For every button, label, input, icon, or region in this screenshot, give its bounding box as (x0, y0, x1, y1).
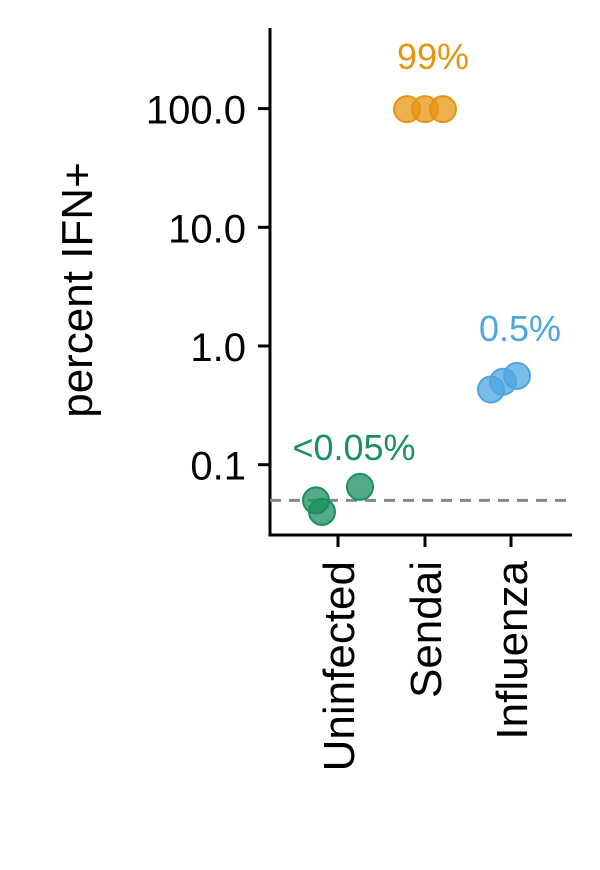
y-tick-label: 1.0 (190, 326, 246, 370)
y-tick-label: 100.0 (146, 89, 246, 133)
x-axis-ticks: Uninfected Sendai Influenza (315, 535, 537, 771)
x-tick-label: Uninfected (315, 561, 364, 771)
data-point (429, 95, 457, 124)
x-tick-label: Sendai (402, 561, 451, 698)
annotation-label: <0.05% (292, 427, 415, 468)
y-tick-label: 10.0 (168, 207, 246, 251)
data-points (302, 95, 531, 526)
data-point (503, 361, 531, 390)
annotation-label: 99% (397, 36, 469, 77)
annotation-label: 0.5% (479, 308, 561, 349)
x-tick-label: Influenza (488, 560, 537, 739)
y-tick-label: 0.1 (190, 445, 246, 489)
data-point (346, 472, 374, 501)
plot-area (268, 28, 572, 537)
annotations: <0.05% 99% 0.5% (292, 36, 561, 468)
y-axis-ticks: 0.1 1.0 10.0 100.0 (146, 89, 270, 489)
y-axis-label: percent IFN+ (53, 162, 102, 418)
data-point (308, 497, 336, 526)
